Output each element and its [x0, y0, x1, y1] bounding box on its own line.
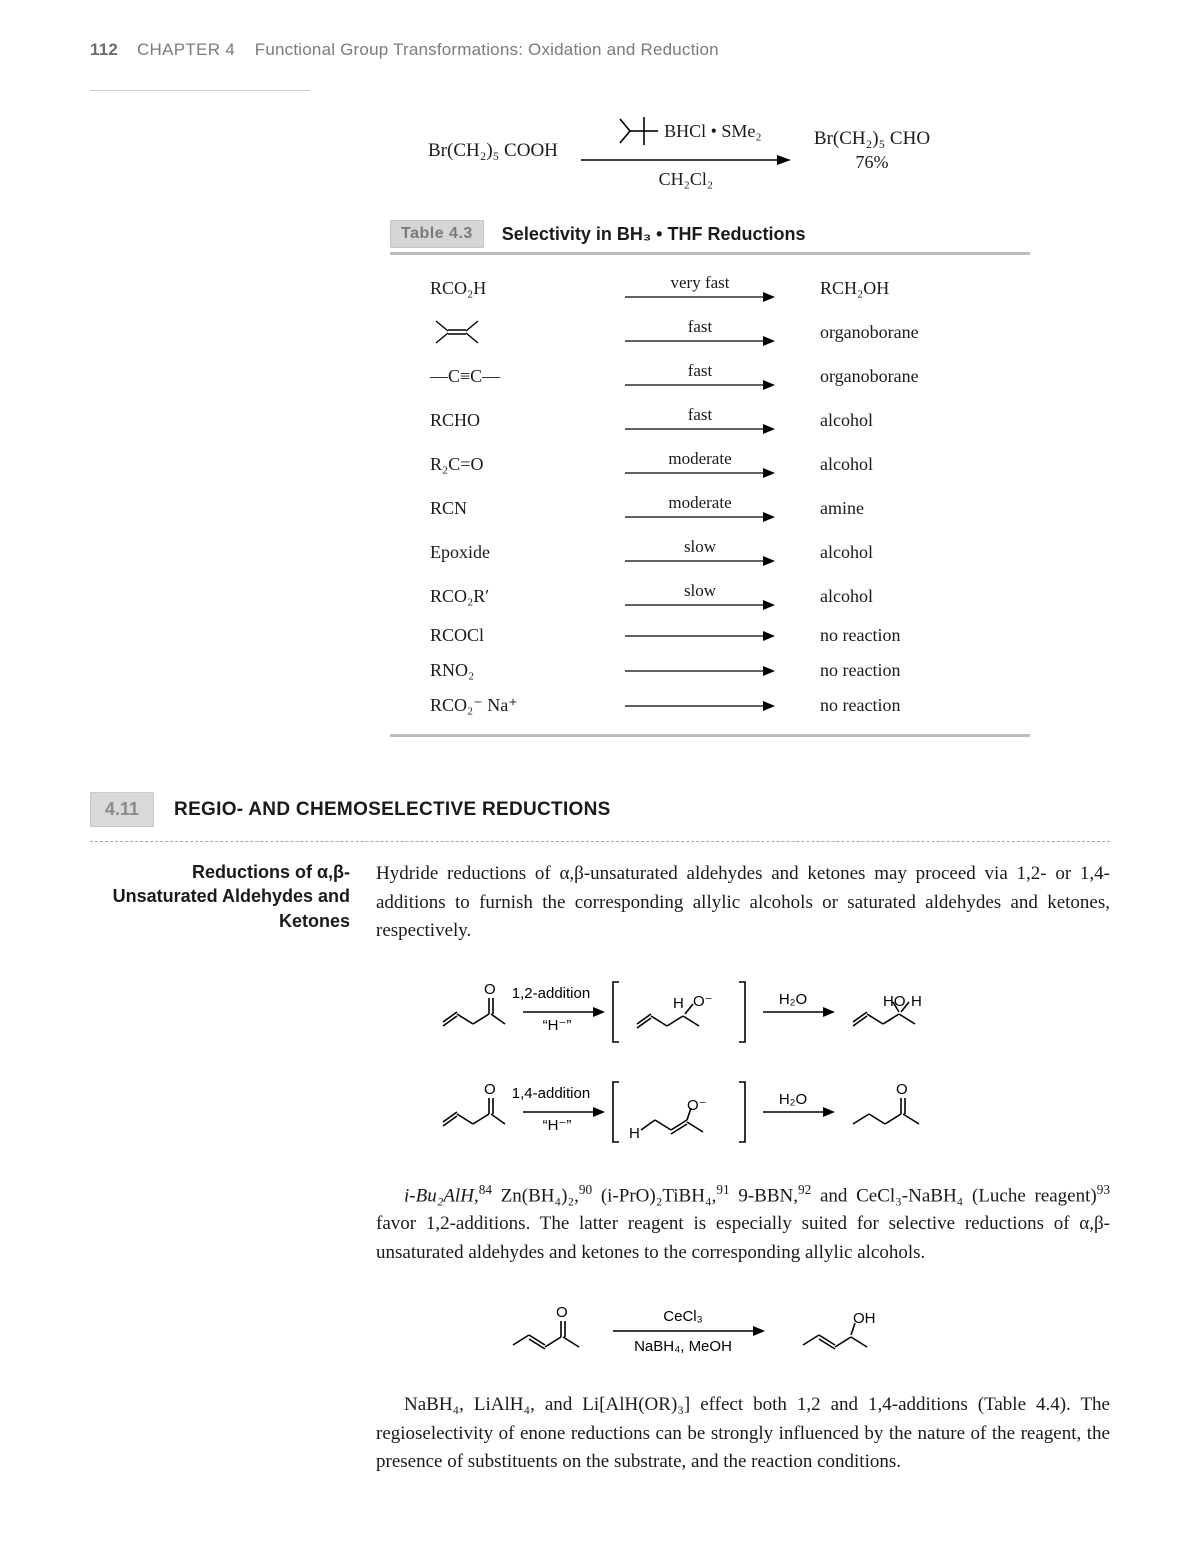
chapter-title: Functional Group Transformations: Oxidat… — [255, 40, 719, 59]
rate-arrow-icon — [625, 511, 775, 523]
table-row-rate: fast — [610, 317, 790, 347]
table-row-fg: RCO₂R′ — [430, 586, 580, 607]
addition-scheme: O 1,2-addition “H⁻” — [423, 962, 1063, 1162]
table-row-rate: moderate — [610, 449, 790, 479]
luche-scheme: O CeCl₃ NaBH₄, MeOH — [483, 1283, 1003, 1373]
table-footer-rule — [390, 734, 1030, 737]
section-body: Reductions of α,β-Unsaturated Aldehydes … — [90, 860, 1110, 1491]
page-number: 112 — [90, 40, 118, 59]
table-header: Table 4.3 Selectivity in BH₃ • THF Reduc… — [390, 220, 1030, 255]
table-row-product: organoborane — [820, 322, 1020, 343]
thexyl-icon — [610, 111, 658, 151]
svg-text:“H⁻”: “H⁻” — [543, 1017, 572, 1034]
svg-text:O: O — [484, 1081, 496, 1098]
rate-arrow-icon — [625, 379, 775, 391]
head-rule — [90, 90, 310, 91]
table-title: Selectivity in BH₃ • THF Reductions — [502, 224, 806, 245]
scheme-product-block: Br(CH₂)₅ CHO 76% — [796, 128, 948, 173]
svg-text:HO: HO — [883, 993, 906, 1010]
table-row-product: no reaction — [820, 660, 1020, 681]
svg-text:H: H — [629, 1125, 640, 1142]
scheme-start: Br(CH₂)₅ COOH — [410, 140, 576, 162]
table-row-fg: C=C — [430, 317, 580, 347]
rate-arrow-icon — [625, 335, 775, 347]
reaction-arrow-icon — [581, 153, 791, 167]
table-row-product: alcohol — [820, 410, 1020, 431]
table-grid: RCO₂H very fast RCH₂OH C=C fast organoborane —… — [430, 273, 1030, 716]
table-row-rate: moderate — [610, 493, 790, 523]
table-row-product: alcohol — [820, 454, 1020, 475]
table-row-rate — [610, 700, 790, 712]
svg-text:H₂O: H₂O — [779, 1091, 807, 1108]
svg-text:OH: OH — [853, 1310, 876, 1327]
section-rule — [90, 841, 1110, 842]
table-row-fg: RCOCl — [430, 625, 580, 646]
rate-arrow-icon — [625, 665, 775, 677]
section-number: 4.11 — [90, 792, 154, 827]
scheme-arrow-block: BHCl • SMe₂ CH₂Cl₂ — [576, 111, 796, 190]
table-row-rate — [610, 630, 790, 642]
table-row-rate — [610, 665, 790, 677]
svg-text:H: H — [673, 995, 684, 1012]
alkene-icon — [430, 317, 484, 347]
table-row-product: alcohol — [820, 542, 1020, 563]
table-row-product: organoborane — [820, 366, 1020, 387]
svg-text:O: O — [484, 981, 496, 998]
scheme-product: Br(CH₂)₅ CHO — [796, 128, 948, 150]
table-row-product: alcohol — [820, 586, 1020, 607]
svg-text:O: O — [556, 1304, 568, 1321]
table-row-product: amine — [820, 498, 1020, 519]
para-2: i-Bu₂AlH,84 Zn(BH₄)₂,90 (i-PrO)₂TiBH₄,91… — [376, 1180, 1110, 1268]
svg-text:O⁻: O⁻ — [693, 993, 713, 1010]
body-column: Hydride reductions of α,β-unsaturated al… — [376, 860, 1110, 1491]
table-row-fg: Epoxide — [430, 542, 580, 563]
top-reaction-scheme: Br(CH₂)₅ COOH BHCl • SMe₂ — [410, 111, 1110, 190]
chapter-label: CHAPTER 4 — [137, 40, 235, 59]
table-row-fg: RNO₂ — [430, 660, 580, 681]
side-title: Reductions of α,β-Unsaturated Aldehydes … — [90, 860, 350, 1491]
para-1: Hydride reductions of α,β-unsaturated al… — [376, 860, 1110, 946]
table-row-fg: RCO₂H — [430, 278, 580, 299]
scheme-yield: 76% — [796, 152, 948, 173]
rate-arrow-icon — [625, 700, 775, 712]
table-row-fg: RCN — [430, 498, 580, 519]
table-row-rate: slow — [610, 537, 790, 567]
running-head: 112 CHAPTER 4 Functional Group Transform… — [90, 40, 1110, 60]
table-row-rate: fast — [610, 405, 790, 435]
svg-text:H₂O: H₂O — [779, 991, 807, 1008]
table-4-3: Table 4.3 Selectivity in BH₃ • THF Reduc… — [390, 220, 1030, 737]
section-title: REGIO- AND CHEMOSELECTIVE REDUCTIONS — [174, 799, 611, 821]
table-row-product: no reaction — [820, 695, 1020, 716]
svg-text:“H⁻”: “H⁻” — [543, 1117, 572, 1134]
section-head: 4.11 REGIO- AND CHEMOSELECTIVE REDUCTION… — [90, 792, 1110, 827]
svg-text:H: H — [911, 993, 922, 1010]
rate-arrow-icon — [625, 423, 775, 435]
page: 112 CHAPTER 4 Functional Group Transform… — [0, 0, 1200, 1551]
rate-arrow-icon — [625, 599, 775, 611]
table-row-fg: RCO₂⁻ Na⁺ — [430, 695, 580, 716]
rate-arrow-icon — [625, 555, 775, 567]
table-row-rate: very fast — [610, 273, 790, 303]
table-row-product: no reaction — [820, 625, 1020, 646]
scheme-reagent-above: BHCl • SMe₂ — [610, 111, 762, 151]
svg-text:NaBH₄, MeOH: NaBH₄, MeOH — [634, 1338, 732, 1355]
rate-arrow-icon — [625, 467, 775, 479]
svg-text:1,4-addition: 1,4-addition — [512, 1085, 590, 1102]
table-row-rate: fast — [610, 361, 790, 391]
svg-text:1,2-addition: 1,2-addition — [512, 985, 590, 1002]
rate-arrow-icon — [625, 291, 775, 303]
table-row-product: RCH₂OH — [820, 278, 1020, 299]
table-row-fg: RCHO — [430, 410, 580, 431]
svg-text:CeCl₃: CeCl₃ — [663, 1308, 702, 1325]
para-3: NaBH₄, LiAlH₄, and Li[AlH(OR)₃] effect b… — [376, 1391, 1110, 1477]
table-tag: Table 4.3 — [390, 220, 484, 248]
table-row-rate: slow — [610, 581, 790, 611]
table-row-fg: —C≡C— — [430, 366, 580, 387]
scheme-reagent-below: CH₂Cl₂ — [659, 169, 714, 190]
rate-arrow-icon — [625, 630, 775, 642]
table-row-fg: R₂C=O — [430, 454, 580, 475]
svg-text:O: O — [896, 1081, 908, 1098]
